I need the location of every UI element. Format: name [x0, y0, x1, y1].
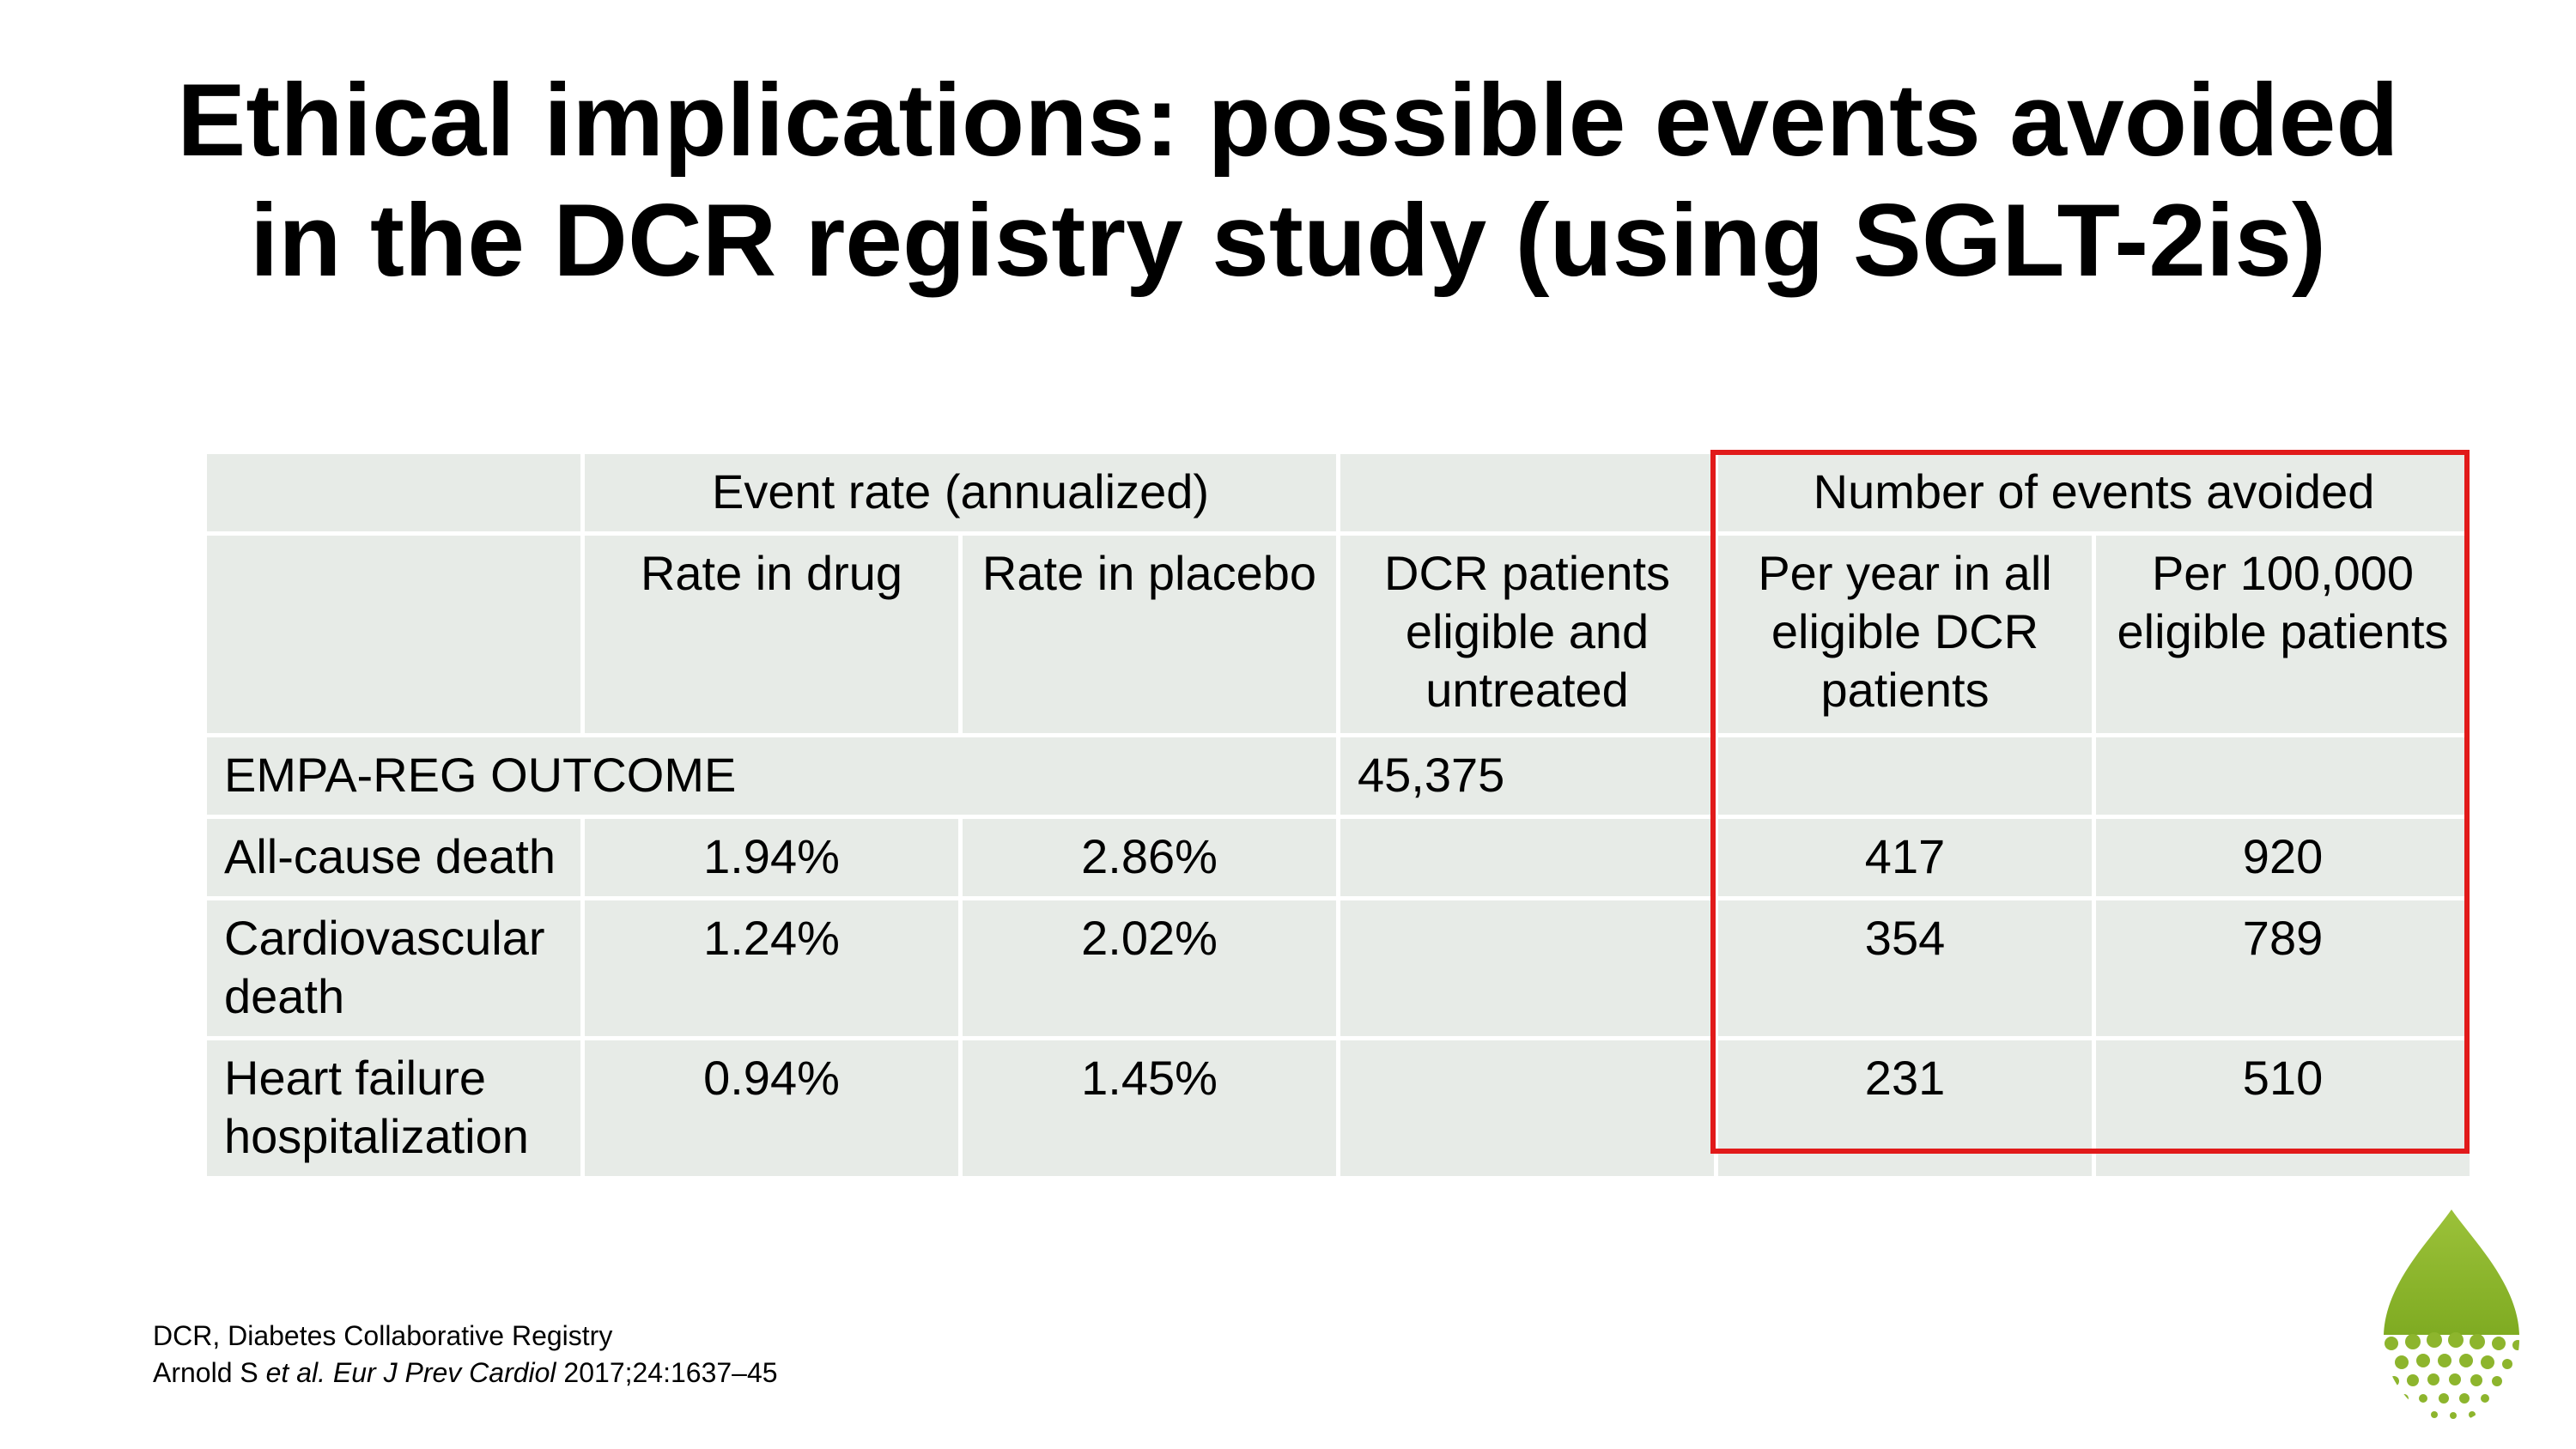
study-row: EMPA-REG OUTCOME 45,375	[202, 733, 2475, 819]
per-100k-value: 920	[2092, 815, 2475, 900]
footnote: DCR, Diabetes Collaborative Registry Arn…	[153, 1318, 778, 1391]
empty-cell	[1336, 1036, 1719, 1180]
rate-in-placebo-header: Rate in placebo	[957, 531, 1341, 737]
slide-title: Ethical implications: possible events av…	[0, 60, 2576, 300]
table-row: Heart failure hospitalization 0.94% 1.45…	[203, 1036, 2475, 1180]
outcome-label: Cardiovascular death	[203, 896, 585, 1040]
empty-cell	[1714, 733, 2097, 819]
rate-drug-value: 1.24%	[580, 896, 963, 1040]
abbreviation-note: DCR, Diabetes Collaborative Registry	[153, 1320, 613, 1351]
event-rate-group-header: Event rate (annualized)	[580, 450, 1341, 536]
per-year-header: Per year in all eligible DCR patients	[1714, 531, 2097, 737]
per-year-value: 417	[1714, 815, 2097, 900]
table-column-header-row: Rate in drug Rate in placebo DCR patient…	[203, 531, 2475, 737]
slide-title-line-1: Ethical implications: possible events av…	[177, 63, 2399, 178]
rate-drug-value: 1.94%	[580, 815, 963, 900]
events-avoided-group-header: Number of events avoided	[1714, 450, 2475, 536]
slide-title-line-2: in the DCR registry study (using SGLT-2i…	[249, 183, 2327, 298]
rate-placebo-value: 2.02%	[957, 896, 1341, 1040]
green-leaf-logo-icon	[2383, 1210, 2520, 1419]
rate-drug-value: 0.94%	[580, 1036, 963, 1180]
per-100k-header: Per 100,000 eligible patients	[2092, 531, 2475, 737]
empty-header-cell	[203, 531, 585, 737]
outcome-label: Heart failure hospitalization	[203, 1036, 585, 1180]
table-row: All-cause death 1.94% 2.86% 417 920	[203, 815, 2475, 900]
ref-journal: Eur J Prev Cardiol	[332, 1357, 556, 1388]
rate-placebo-value: 1.45%	[957, 1036, 1341, 1180]
table-row: Cardiovascular death 1.24% 2.02% 354 789	[203, 896, 2475, 1040]
empty-header-cell	[203, 450, 585, 536]
per-100k-value: 510	[2092, 1036, 2475, 1180]
rate-in-drug-header: Rate in drug	[580, 531, 963, 737]
empty-cell	[1336, 815, 1719, 900]
ref-author: Arnold S	[153, 1357, 266, 1388]
dcr-patients-header: DCR patients eligible and untreated	[1336, 531, 1719, 737]
empty-cell	[2092, 733, 2475, 819]
empty-header-cell	[1336, 450, 1719, 536]
events-avoided-table: Event rate (annualized) Number of events…	[202, 450, 2475, 1180]
ref-etal: et al.	[265, 1357, 325, 1388]
reference-citation: Arnold S et al. Eur J Prev Cardiol 2017;…	[153, 1355, 778, 1391]
study-dcr-patients: 45,375	[1336, 733, 1719, 819]
per-100k-value: 789	[2092, 896, 2475, 1040]
outcome-label: All-cause death	[203, 815, 585, 900]
ref-details: 2017;24:1637–45	[563, 1357, 778, 1388]
per-year-value: 354	[1714, 896, 2097, 1040]
rate-placebo-value: 2.86%	[957, 815, 1341, 900]
empty-cell	[1336, 896, 1719, 1040]
study-name: EMPA-REG OUTCOME	[202, 733, 1341, 819]
table-group-header-row: Event rate (annualized) Number of events…	[203, 450, 2475, 536]
per-year-value: 231	[1714, 1036, 2097, 1180]
